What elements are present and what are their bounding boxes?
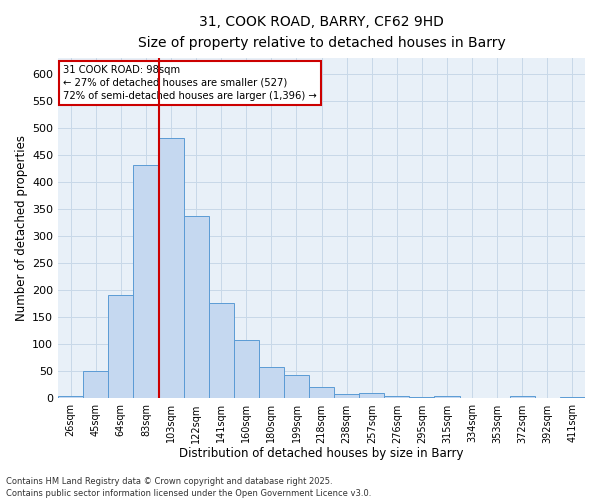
Bar <box>334 394 359 398</box>
Bar <box>259 366 284 398</box>
Bar <box>234 340 259 398</box>
Bar <box>109 295 133 399</box>
Bar <box>184 216 209 398</box>
Bar <box>158 138 184 398</box>
Bar <box>384 396 409 398</box>
X-axis label: Distribution of detached houses by size in Barry: Distribution of detached houses by size … <box>179 447 464 460</box>
Bar <box>83 371 109 398</box>
Bar <box>309 386 334 398</box>
Text: 31 COOK ROAD: 98sqm
← 27% of detached houses are smaller (527)
72% of semi-detac: 31 COOK ROAD: 98sqm ← 27% of detached ho… <box>64 64 317 101</box>
Bar <box>133 165 158 398</box>
Y-axis label: Number of detached properties: Number of detached properties <box>15 135 28 321</box>
Bar <box>434 396 460 398</box>
Bar <box>510 396 535 398</box>
Bar <box>359 392 384 398</box>
Bar <box>58 396 83 398</box>
Text: Contains HM Land Registry data © Crown copyright and database right 2025.
Contai: Contains HM Land Registry data © Crown c… <box>6 476 371 498</box>
Bar <box>284 374 309 398</box>
Title: 31, COOK ROAD, BARRY, CF62 9HD
Size of property relative to detached houses in B: 31, COOK ROAD, BARRY, CF62 9HD Size of p… <box>138 15 505 50</box>
Bar <box>209 304 234 398</box>
